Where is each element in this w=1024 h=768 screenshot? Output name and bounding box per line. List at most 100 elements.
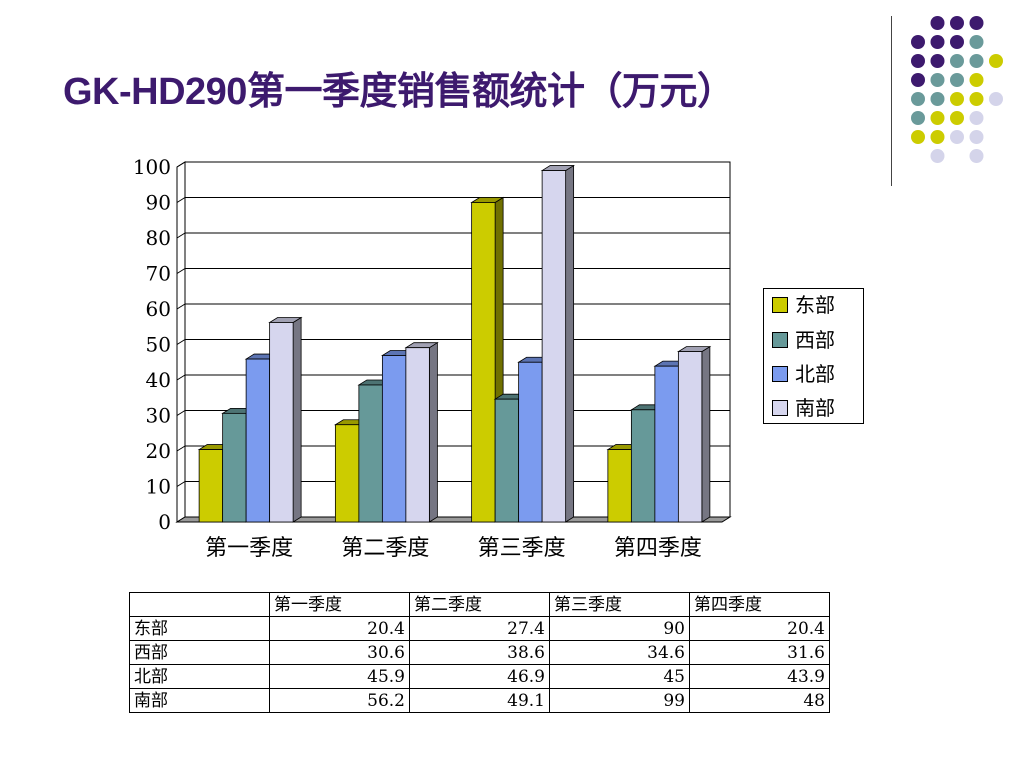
table-cell: 90 (549, 616, 690, 641)
table-cell: 99 (549, 688, 690, 713)
bar-front (607, 449, 632, 523)
chart-legend: 东部 西部 北部 南部 (763, 288, 864, 424)
y-tick-label: 0 (158, 510, 171, 534)
decorative-dot (930, 73, 945, 87)
gridline-side (176, 410, 186, 416)
table-row-label: 北部 (129, 664, 270, 689)
bar-side (292, 316, 302, 523)
table-header-row: 第一季度 第二季度 第三季度 第四季度 (129, 592, 830, 617)
bar (540, 164, 576, 523)
decorative-dot (969, 54, 984, 68)
table-cell: 31.6 (689, 640, 830, 665)
bar-front (518, 361, 543, 523)
decorative-divider (891, 16, 892, 186)
bar-side (428, 341, 438, 523)
y-tick-label: 30 (146, 404, 171, 428)
y-tick-label: 20 (146, 439, 171, 463)
y-tick-label: 10 (146, 475, 171, 499)
table-cell: 20.4 (689, 616, 830, 641)
table-cell: 27.4 (409, 616, 550, 641)
table-row-label: 南部 (129, 688, 270, 713)
decorative-dot (911, 111, 925, 125)
decorative-dot (930, 149, 945, 163)
table-cell: 45 (549, 664, 690, 689)
gridline-side (176, 481, 186, 487)
decorative-dot (989, 54, 1003, 68)
decorative-dot (969, 149, 984, 163)
table-row: 西部 30.6 38.6 34.6 31.6 (129, 640, 830, 665)
table-cell: 43.9 (689, 664, 830, 689)
table-corner-cell (129, 592, 270, 617)
table-row: 北部 45.9 46.9 45 43.9 (129, 664, 830, 689)
decorative-dot (930, 92, 945, 106)
decorative-dot-grid (911, 16, 1003, 163)
decorative-dot (911, 54, 925, 68)
decorative-dot (930, 16, 945, 30)
table-cell: 45.9 (269, 664, 410, 689)
table-cell: 30.6 (269, 640, 410, 665)
bar-front (334, 424, 360, 523)
legend-label: 北部 (795, 362, 835, 386)
table-cell: 49.1 (409, 688, 550, 713)
legend-label: 西部 (795, 328, 835, 352)
legend-swatch (772, 332, 788, 348)
y-tick-label: 100 (133, 155, 171, 179)
table-row-label: 东部 (129, 616, 270, 641)
legend-item: 北部 (772, 361, 835, 387)
table-cell: 56.2 (269, 688, 410, 713)
gridline-side (176, 445, 186, 452)
decorative-dot (911, 35, 925, 49)
bar-front (405, 347, 430, 523)
table-header-cell: 第二季度 (409, 592, 550, 617)
decorative-dot (950, 111, 964, 125)
table-cell: 46.9 (409, 664, 550, 689)
decorative-dot (969, 130, 984, 144)
gridline-side (176, 161, 186, 168)
y-tick-label: 50 (146, 333, 171, 357)
legend-item: 西部 (772, 327, 835, 353)
x-tick-label: 第一季度 (205, 536, 293, 560)
table-header-cell: 第四季度 (689, 592, 830, 617)
decorative-dot (930, 35, 945, 49)
bar-front (494, 398, 520, 523)
legend-swatch (772, 297, 788, 313)
decorative-dot (969, 111, 984, 125)
decorative-dot (969, 35, 984, 49)
gridline-side (176, 232, 186, 239)
decorative-dot (930, 111, 945, 125)
bar-front (541, 170, 567, 523)
slide-title: GK-HD290第一季度销售额统计（万元） (63, 71, 735, 113)
gridline-side (176, 339, 186, 345)
gridline-side (176, 374, 186, 381)
bar-front (630, 409, 656, 523)
gridline-side (176, 197, 186, 203)
decorative-dot (950, 54, 964, 68)
bar-front (245, 358, 271, 523)
decorative-dot (969, 16, 984, 30)
bar-front (269, 322, 294, 523)
table-header-cell: 第三季度 (549, 592, 690, 617)
data-table: 第一季度 第二季度 第三季度 第四季度 东部 20.4 27.4 90 20.4… (129, 592, 830, 713)
table-row: 南部 56.2 49.1 99 48 (129, 688, 830, 713)
y-tick-label: 60 (146, 297, 171, 321)
legend-label: 东部 (795, 293, 835, 317)
decorative-dot (911, 92, 925, 106)
bar (268, 316, 303, 523)
bar-front (381, 355, 407, 523)
table-cell: 34.6 (549, 640, 690, 665)
decorative-dot (969, 92, 984, 106)
bar-front (358, 384, 383, 523)
decorative-dot (969, 73, 984, 87)
bar (404, 341, 439, 523)
legend-swatch (772, 400, 788, 416)
legend-label: 南部 (795, 396, 835, 420)
decorative-dot (950, 130, 964, 144)
y-tick-label: 70 (146, 262, 171, 286)
x-tick-label: 第二季度 (341, 536, 429, 560)
table-cell: 48 (689, 688, 830, 713)
gridline-side (176, 268, 186, 274)
x-tick-label: 第四季度 (614, 536, 702, 560)
legend-item: 南部 (772, 395, 835, 421)
y-tick-label: 40 (146, 368, 171, 392)
decorative-dot (930, 54, 945, 68)
